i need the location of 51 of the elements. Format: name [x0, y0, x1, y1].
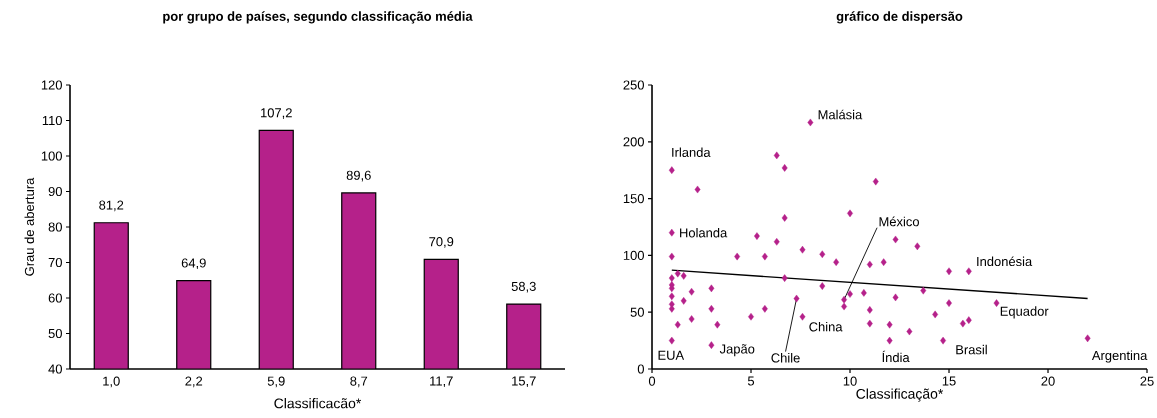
annotation: Malásia — [818, 109, 863, 120]
y-axis-title: Grau de abertura — [24, 177, 35, 276]
y-tick-label: 150 — [623, 194, 644, 204]
x-tick-label: 25 — [1140, 376, 1154, 386]
chart-title: gráfico de dispersão — [836, 11, 963, 24]
x-tick-label: 2,2 — [185, 376, 203, 388]
x-tick-label: 5,9 — [267, 376, 285, 388]
x-tick-label: 1,0 — [103, 376, 120, 388]
annotation: EUA — [658, 350, 685, 360]
x-tick-label: 8,7 — [350, 376, 368, 388]
data-label: 70,9 — [429, 237, 454, 248]
annotation: Índia — [882, 350, 910, 363]
data-label: 58,3 — [511, 281, 536, 293]
y-tick-label: 50 — [630, 307, 644, 317]
annotation: China — [809, 321, 843, 332]
annotation: Argentina — [1091, 350, 1148, 363]
annotation: Irlanda — [672, 147, 711, 157]
data-label: 64,9 — [181, 258, 206, 270]
annotation: Japão — [719, 344, 755, 357]
y-tick-label: 50 — [48, 328, 62, 339]
y-tick-label: 70 — [48, 257, 62, 268]
annotation: Indonésia — [977, 256, 1033, 267]
y-tick-label: 60 — [48, 293, 62, 303]
data-label: 107,2 — [261, 108, 292, 119]
data-label: 89,6 — [346, 170, 371, 182]
x-tick-label: 20 — [1041, 376, 1055, 386]
y-tick-label: 100 — [41, 151, 62, 161]
annotation: México — [879, 216, 919, 227]
x-tick-label: 0 — [648, 376, 656, 386]
data-label: 81,2 — [99, 200, 124, 212]
annotation: Holanda — [680, 227, 728, 238]
y-tick-label: 80 — [48, 222, 62, 232]
x-tick-label: 11,7 — [430, 376, 453, 388]
annotation: Equador — [1000, 306, 1049, 319]
x-axis-title: Classificação* — [856, 388, 944, 402]
x-tick-label: 10 — [843, 376, 857, 386]
x-tick-label: 15,7 — [512, 376, 536, 388]
chart-title: por grupo de países, segundo classificação média — [163, 11, 473, 24]
y-tick-label: 100 — [623, 250, 644, 260]
x-tick-label: 15 — [942, 376, 956, 386]
x-tick-label: 5 — [747, 376, 755, 386]
annotation: Chile — [771, 353, 800, 363]
y-tick-label: 0 — [637, 364, 644, 374]
y-tick-label: 120 — [41, 80, 62, 90]
y-tick-label: 110 — [42, 115, 62, 126]
annotation: Brasil — [956, 344, 987, 355]
y-tick-label: 250 — [623, 80, 644, 90]
y-tick-label: 200 — [623, 137, 644, 147]
y-tick-label: 40 — [48, 364, 62, 374]
y-tick-label: 90 — [48, 186, 62, 197]
x-axis-title: Classificacão* — [274, 398, 362, 409]
